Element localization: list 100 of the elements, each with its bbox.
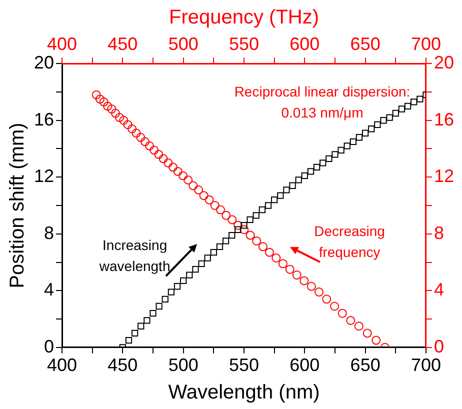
point: [138, 322, 144, 330]
x-tick-label: 400: [47, 355, 78, 376]
point: [338, 308, 347, 318]
point: [314, 288, 324, 297]
x-tick-label: 600: [290, 355, 320, 376]
y2-tick-label: 8: [434, 222, 444, 243]
point: [240, 222, 248, 229]
point: [173, 166, 182, 176]
point: [95, 94, 104, 104]
point: [184, 175, 193, 184]
point: [344, 142, 350, 150]
point: [368, 126, 375, 132]
y-tick-label: 20: [34, 52, 54, 73]
point: [164, 158, 173, 168]
x2-tick-label: 600: [290, 34, 320, 54]
point: [350, 138, 357, 145]
y2-tick-label: 20: [434, 52, 454, 73]
point: [271, 196, 278, 204]
point: [277, 192, 284, 199]
point: [168, 288, 175, 296]
point: [216, 243, 224, 250]
point: [228, 232, 236, 239]
point: [283, 186, 290, 194]
y-tick-label: 16: [34, 109, 54, 130]
point: [144, 141, 154, 150]
point: [306, 282, 316, 291]
point: [150, 310, 156, 317]
point: [168, 162, 178, 172]
point: [154, 150, 164, 159]
point: [258, 242, 268, 252]
point: [150, 146, 159, 155]
point: [188, 181, 198, 190]
point: [194, 185, 204, 194]
x2-tick-label: 550: [228, 34, 260, 54]
x2-tick-label: 500: [168, 34, 198, 54]
point: [198, 260, 205, 268]
y-axis-title: Position shift (mm): [6, 122, 29, 288]
x2-tick-label: 400: [47, 34, 78, 54]
point: [362, 130, 369, 136]
point: [258, 206, 266, 214]
point: [210, 201, 220, 210]
x2-axis-title: Frequency (THz): [168, 6, 320, 29]
point: [99, 97, 108, 106]
point: [289, 182, 296, 189]
y2-tick-label: 16: [434, 109, 454, 130]
annotation: Reciprocal linear dispersion: 0.013 nm/μm: [234, 84, 410, 121]
point: [125, 336, 132, 344]
point: [307, 168, 314, 175]
point: [320, 160, 326, 166]
point: [144, 317, 150, 324]
point: [216, 205, 225, 214]
point: [158, 154, 168, 164]
point: [123, 120, 132, 130]
point: [356, 134, 363, 141]
point: [132, 128, 141, 138]
y-tick-label: 8: [44, 222, 54, 243]
point: [285, 264, 294, 274]
y2-tick-label: 0: [434, 336, 444, 356]
point: [192, 266, 199, 273]
y-tick-label: 0: [44, 336, 54, 356]
point: [162, 296, 168, 302]
point: [301, 172, 308, 180]
point: [115, 113, 124, 122]
point: [186, 272, 193, 278]
point: [398, 106, 406, 112]
point: [107, 104, 116, 114]
point: [246, 230, 255, 240]
point: [404, 102, 412, 110]
x-tick-label: 550: [228, 355, 260, 376]
point: [338, 146, 344, 154]
point: [128, 124, 137, 134]
point: [246, 216, 254, 224]
point: [372, 336, 381, 345]
point: [204, 195, 214, 204]
point: [234, 226, 242, 233]
point: [362, 328, 372, 338]
point: [174, 283, 181, 290]
x-tick-label: 650: [350, 355, 380, 376]
point: [332, 151, 338, 158]
point: [222, 238, 230, 244]
point: [278, 259, 288, 268]
y-tick-label: 4: [44, 280, 54, 300]
point: [354, 322, 364, 331]
point: [264, 202, 272, 209]
point: [228, 215, 237, 224]
point: [199, 191, 208, 200]
y2-tick-label: 4: [434, 280, 444, 300]
x-tick-label: 700: [410, 355, 441, 376]
annotation: Increasing wavelength: [98, 236, 170, 274]
x2-tick-label: 650: [350, 34, 380, 54]
point: [264, 248, 274, 257]
point: [313, 164, 320, 171]
point: [222, 210, 231, 220]
point: [210, 249, 217, 256]
point: [252, 236, 262, 246]
point: [326, 155, 332, 162]
x-axis-title: Wavelength (nm): [168, 382, 320, 404]
point: [131, 330, 138, 337]
point: [392, 110, 399, 117]
point: [234, 220, 243, 230]
